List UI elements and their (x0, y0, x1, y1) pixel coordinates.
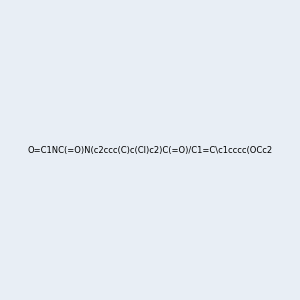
Text: O=C1NC(=O)N(c2ccc(C)c(Cl)c2)C(=O)/C1=C\c1cccc(OCc2: O=C1NC(=O)N(c2ccc(C)c(Cl)c2)C(=O)/C1=C\c… (27, 146, 273, 154)
